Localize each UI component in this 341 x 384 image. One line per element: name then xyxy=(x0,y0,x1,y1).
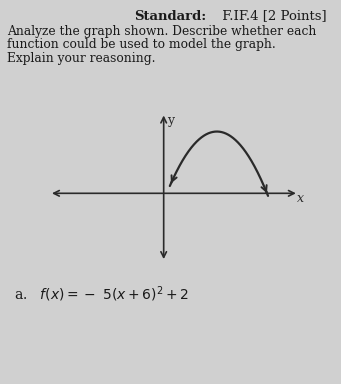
Text: Analyze the graph shown. Describe whether each: Analyze the graph shown. Describe whethe… xyxy=(7,25,316,38)
Text: y: y xyxy=(167,114,174,127)
Text: F.IF.4 [2 Points]: F.IF.4 [2 Points] xyxy=(218,10,326,23)
Text: function could be used to model the graph.: function could be used to model the grap… xyxy=(7,38,276,51)
Text: Standard:: Standard: xyxy=(134,10,207,23)
Text: Explain your reasoning.: Explain your reasoning. xyxy=(7,52,155,65)
Text: x: x xyxy=(297,192,304,205)
Text: a.   $f(x) = -\ 5(x + 6)^2 + 2$: a. $f(x) = -\ 5(x + 6)^2 + 2$ xyxy=(14,284,189,304)
